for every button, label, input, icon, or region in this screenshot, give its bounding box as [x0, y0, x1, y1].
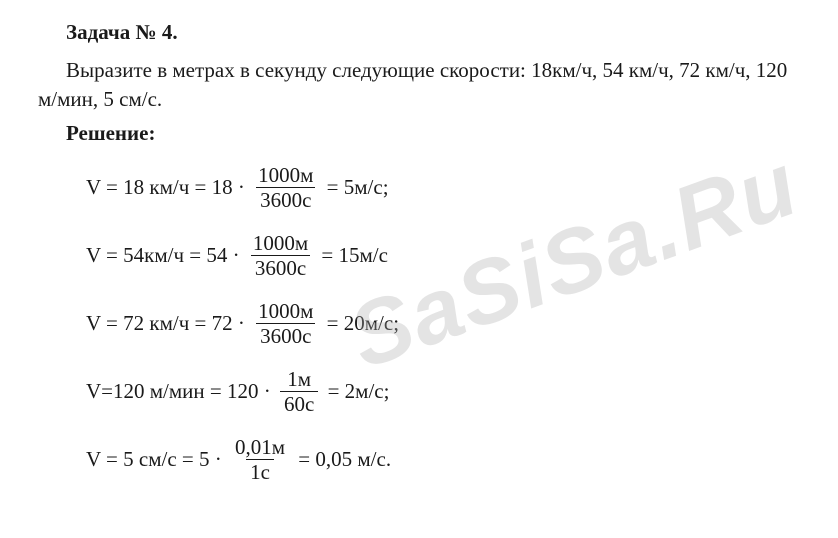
equations-block: V = 18 км/ч = 18 · 1000м 3600с = 5м/с; V… — [38, 161, 800, 485]
fraction-denominator: 3600с — [256, 187, 315, 211]
problem-title: Задача № 4. — [38, 18, 800, 46]
fraction-numerator: 0,01м — [231, 436, 289, 459]
equation-fraction: 1м 60с — [280, 368, 318, 415]
equation-rhs: = 2м/с; — [322, 377, 389, 405]
equation-lhs: V = 18 км/ч = 18 · — [86, 173, 250, 201]
equation-rhs: = 5м/с; — [321, 173, 388, 201]
fraction-denominator: 1с — [246, 459, 274, 483]
fraction-denominator: 60с — [280, 391, 318, 415]
equation-fraction: 0,01м 1с — [231, 436, 289, 483]
equation-row: V = 5 см/с = 5 · 0,01м 1с = 0,05 м/с. — [86, 433, 800, 485]
fraction-denominator: 3600с — [256, 323, 315, 347]
equation-lhs: V = 5 см/с = 5 · — [86, 445, 227, 473]
equation-row: V = 72 км/ч = 72 · 1000м 3600с = 20м/с; — [86, 297, 800, 349]
page-body: Задача № 4. Выразите в метрах в секунду … — [0, 0, 838, 485]
equation-lhs: V=120 м/мин = 120 · — [86, 377, 276, 405]
equation-lhs: V = 72 км/ч = 72 · — [86, 309, 250, 337]
equation-rhs: = 15м/с — [316, 241, 388, 269]
fraction-numerator: 1000м — [254, 164, 317, 187]
fraction-numerator: 1м — [283, 368, 315, 391]
fraction-numerator: 1000м — [249, 232, 312, 255]
solution-label: Решение: — [38, 119, 800, 147]
equation-row: V = 18 км/ч = 18 · 1000м 3600с = 5м/с; — [86, 161, 800, 213]
equation-fraction: 1000м 3600с — [254, 164, 317, 211]
equation-fraction: 1000м 3600с — [249, 232, 312, 279]
equation-row: V = 54км/ч = 54 · 1000м 3600с = 15м/с — [86, 229, 800, 281]
equation-rhs: = 20м/с; — [321, 309, 399, 337]
equation-fraction: 1000м 3600с — [254, 300, 317, 347]
problem-intro: Выразите в метрах в секунду следующие ск… — [38, 56, 800, 113]
fraction-denominator: 3600с — [251, 255, 310, 279]
equation-row: V=120 м/мин = 120 · 1м 60с = 2м/с; — [86, 365, 800, 417]
equation-rhs: = 0,05 м/с. — [293, 445, 391, 473]
fraction-numerator: 1000м — [254, 300, 317, 323]
equation-lhs: V = 54км/ч = 54 · — [86, 241, 245, 269]
